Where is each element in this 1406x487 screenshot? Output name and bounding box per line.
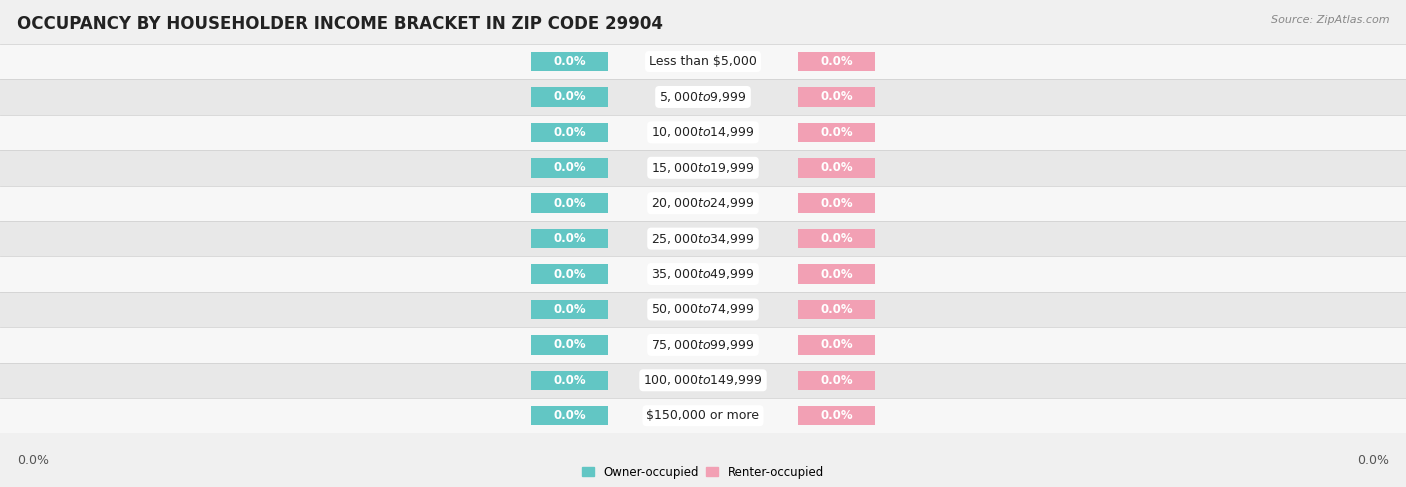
Bar	[531, 264, 609, 284]
Text: 0.0%: 0.0%	[820, 197, 853, 210]
Text: $75,000 to $99,999: $75,000 to $99,999	[651, 338, 755, 352]
Bar	[531, 300, 609, 319]
Text: $10,000 to $14,999: $10,000 to $14,999	[651, 125, 755, 139]
Bar	[799, 335, 875, 355]
Text: $5,000 to $9,999: $5,000 to $9,999	[659, 90, 747, 104]
Bar	[531, 335, 609, 355]
Text: 0.0%: 0.0%	[820, 267, 853, 281]
Text: $35,000 to $49,999: $35,000 to $49,999	[651, 267, 755, 281]
Text: $150,000 or more: $150,000 or more	[647, 409, 759, 422]
Legend: Owner-occupied, Renter-occupied: Owner-occupied, Renter-occupied	[582, 466, 824, 479]
Bar	[799, 158, 875, 178]
Bar	[0, 186, 1406, 221]
Text: 0.0%: 0.0%	[553, 267, 586, 281]
Text: 0.0%: 0.0%	[553, 55, 586, 68]
Bar	[531, 158, 609, 178]
Bar	[0, 327, 1406, 363]
Text: 0.0%: 0.0%	[820, 338, 853, 352]
Text: 0.0%: 0.0%	[553, 409, 586, 422]
Text: 0.0%: 0.0%	[820, 55, 853, 68]
Text: $20,000 to $24,999: $20,000 to $24,999	[651, 196, 755, 210]
Text: 0.0%: 0.0%	[17, 454, 49, 467]
Text: 0.0%: 0.0%	[553, 374, 586, 387]
Text: 0.0%: 0.0%	[820, 303, 853, 316]
Text: 0.0%: 0.0%	[553, 303, 586, 316]
Text: 0.0%: 0.0%	[553, 161, 586, 174]
Text: 0.0%: 0.0%	[553, 232, 586, 245]
Bar	[799, 87, 875, 107]
Bar	[0, 44, 1406, 79]
Text: 0.0%: 0.0%	[820, 126, 853, 139]
Bar	[531, 406, 609, 426]
Bar	[799, 52, 875, 71]
Text: $50,000 to $74,999: $50,000 to $74,999	[651, 302, 755, 317]
Bar	[799, 371, 875, 390]
Bar	[531, 193, 609, 213]
Text: 0.0%: 0.0%	[1357, 454, 1389, 467]
Bar	[0, 398, 1406, 433]
Bar	[0, 221, 1406, 256]
Bar	[0, 363, 1406, 398]
Text: 0.0%: 0.0%	[553, 338, 586, 352]
Bar	[531, 371, 609, 390]
Bar	[531, 123, 609, 142]
Text: $25,000 to $34,999: $25,000 to $34,999	[651, 232, 755, 245]
Text: 0.0%: 0.0%	[820, 374, 853, 387]
Bar	[799, 193, 875, 213]
Bar	[799, 123, 875, 142]
Bar	[799, 406, 875, 426]
Bar	[799, 229, 875, 248]
Text: Less than $5,000: Less than $5,000	[650, 55, 756, 68]
Bar	[0, 114, 1406, 150]
Bar	[531, 52, 609, 71]
Text: $100,000 to $149,999: $100,000 to $149,999	[644, 374, 762, 387]
Text: $15,000 to $19,999: $15,000 to $19,999	[651, 161, 755, 175]
Bar	[799, 300, 875, 319]
Text: 0.0%: 0.0%	[820, 91, 853, 103]
Bar	[0, 79, 1406, 114]
Text: 0.0%: 0.0%	[820, 161, 853, 174]
Bar	[531, 87, 609, 107]
Bar	[799, 264, 875, 284]
Bar	[531, 229, 609, 248]
Bar	[0, 292, 1406, 327]
Bar	[0, 256, 1406, 292]
Text: OCCUPANCY BY HOUSEHOLDER INCOME BRACKET IN ZIP CODE 29904: OCCUPANCY BY HOUSEHOLDER INCOME BRACKET …	[17, 15, 662, 33]
Text: Source: ZipAtlas.com: Source: ZipAtlas.com	[1271, 15, 1389, 25]
Bar	[0, 150, 1406, 186]
Text: 0.0%: 0.0%	[820, 409, 853, 422]
Text: 0.0%: 0.0%	[553, 197, 586, 210]
Text: 0.0%: 0.0%	[820, 232, 853, 245]
Text: 0.0%: 0.0%	[553, 91, 586, 103]
Text: 0.0%: 0.0%	[553, 126, 586, 139]
